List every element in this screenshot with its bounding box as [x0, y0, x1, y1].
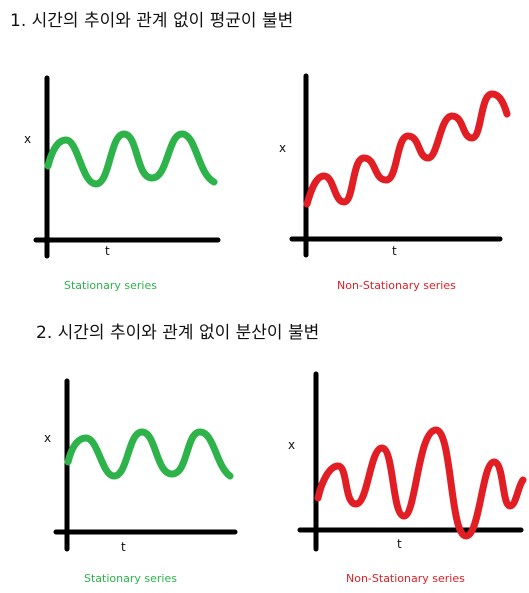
section-1-heading: 1. 시간의 추이와 관계 없이 평균이 불변 — [10, 11, 294, 31]
plot-1-right-series-line — [303, 90, 511, 208]
plot-2-right — [297, 371, 527, 552]
plot-1-left-ylabel: x — [24, 132, 32, 146]
plot-1-right — [289, 73, 511, 258]
plot-2-left — [53, 378, 238, 552]
plot-2-right-xlabel: t — [397, 537, 402, 551]
plot-1-left — [33, 75, 221, 259]
plot-1-left-xlabel: t — [105, 244, 110, 258]
section-2-heading: 2. 시간의 추이와 관계 없이 분산이 불변 — [36, 323, 320, 343]
plot-2-right-caption: Non-Stationary series — [346, 572, 465, 585]
plot-1-left-series-line — [44, 130, 218, 188]
plot-1-right-xlabel: t — [392, 244, 397, 258]
plot-2-right-series-line — [314, 426, 527, 540]
plot-1-right-caption: Non-Stationary series — [337, 279, 456, 292]
plot-2-left-caption: Stationary series — [84, 572, 177, 585]
plot-1-left-caption: Stationary series — [64, 279, 157, 292]
plot-2-left-series-line — [64, 428, 234, 480]
plot-1-right-ylabel: x — [279, 141, 287, 155]
plot-2-right-ylabel: x — [288, 438, 296, 452]
plot-2-left-xlabel: t — [121, 540, 126, 554]
plot-2-left-ylabel: x — [44, 431, 52, 445]
